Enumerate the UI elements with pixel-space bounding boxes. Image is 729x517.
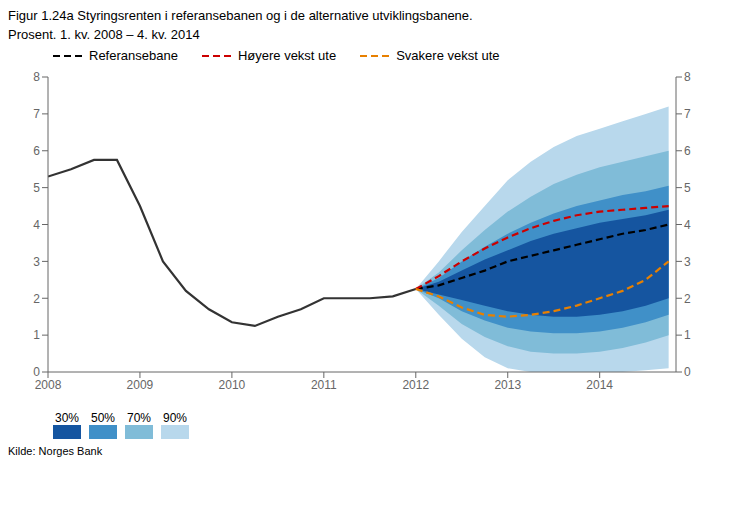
- svg-text:1: 1: [684, 328, 691, 342]
- svg-text:2014: 2014: [586, 378, 613, 392]
- svg-text:5: 5: [33, 181, 40, 195]
- svg-text:2012: 2012: [402, 378, 429, 392]
- html-text:Høyere vekst ute: Høyere vekst ute: [237, 48, 337, 63]
- svg-text:2010: 2010: [219, 378, 246, 392]
- svg-text:3: 3: [684, 255, 691, 269]
- html-text:Prosent. 1. kv. 2008 – 4. kv.: Prosent. 1. kv. 2008 – 4. kv. 2014: [8, 27, 200, 42]
- html-text:Svakere vekst ute: Svakere vekst ute: [396, 48, 500, 63]
- html-text:Figur 1.24a Styringsrenten i r: Figur 1.24a Styringsrenten i referanseba…: [8, 8, 473, 23]
- html-text:70%: 70%: [127, 411, 151, 425]
- html-text:Referansebane: Referansebane: [89, 48, 178, 63]
- svg-text:5: 5: [684, 181, 691, 195]
- svg-text:0: 0: [33, 365, 40, 379]
- svg-text:3: 3: [33, 255, 40, 269]
- svg-text:7: 7: [33, 107, 40, 121]
- svg-text:8: 8: [684, 70, 691, 84]
- svg-text:4: 4: [684, 218, 691, 232]
- svg-text:7: 7: [684, 107, 691, 121]
- svg-text:6: 6: [684, 144, 691, 158]
- svg-text:2013: 2013: [494, 378, 521, 392]
- svg-text:8: 8: [33, 70, 40, 84]
- svg-text:6: 6: [33, 144, 40, 158]
- svg-text:2: 2: [684, 292, 691, 306]
- svg-text:2011: 2011: [311, 378, 337, 392]
- html-text:90%: 90%: [163, 411, 187, 425]
- svg-text:2: 2: [33, 292, 40, 306]
- svg-text:0: 0: [684, 365, 691, 379]
- svg-text:2009: 2009: [127, 378, 154, 392]
- html-text:30%: 30%: [55, 411, 79, 425]
- html-text:50%: 50%: [91, 411, 115, 425]
- html-text:Kilde: Norges Bank: Kilde: Norges Bank: [8, 445, 103, 457]
- svg-text:1: 1: [33, 328, 40, 342]
- svg-text:2008: 2008: [35, 378, 62, 392]
- svg-text:4: 4: [33, 218, 40, 232]
